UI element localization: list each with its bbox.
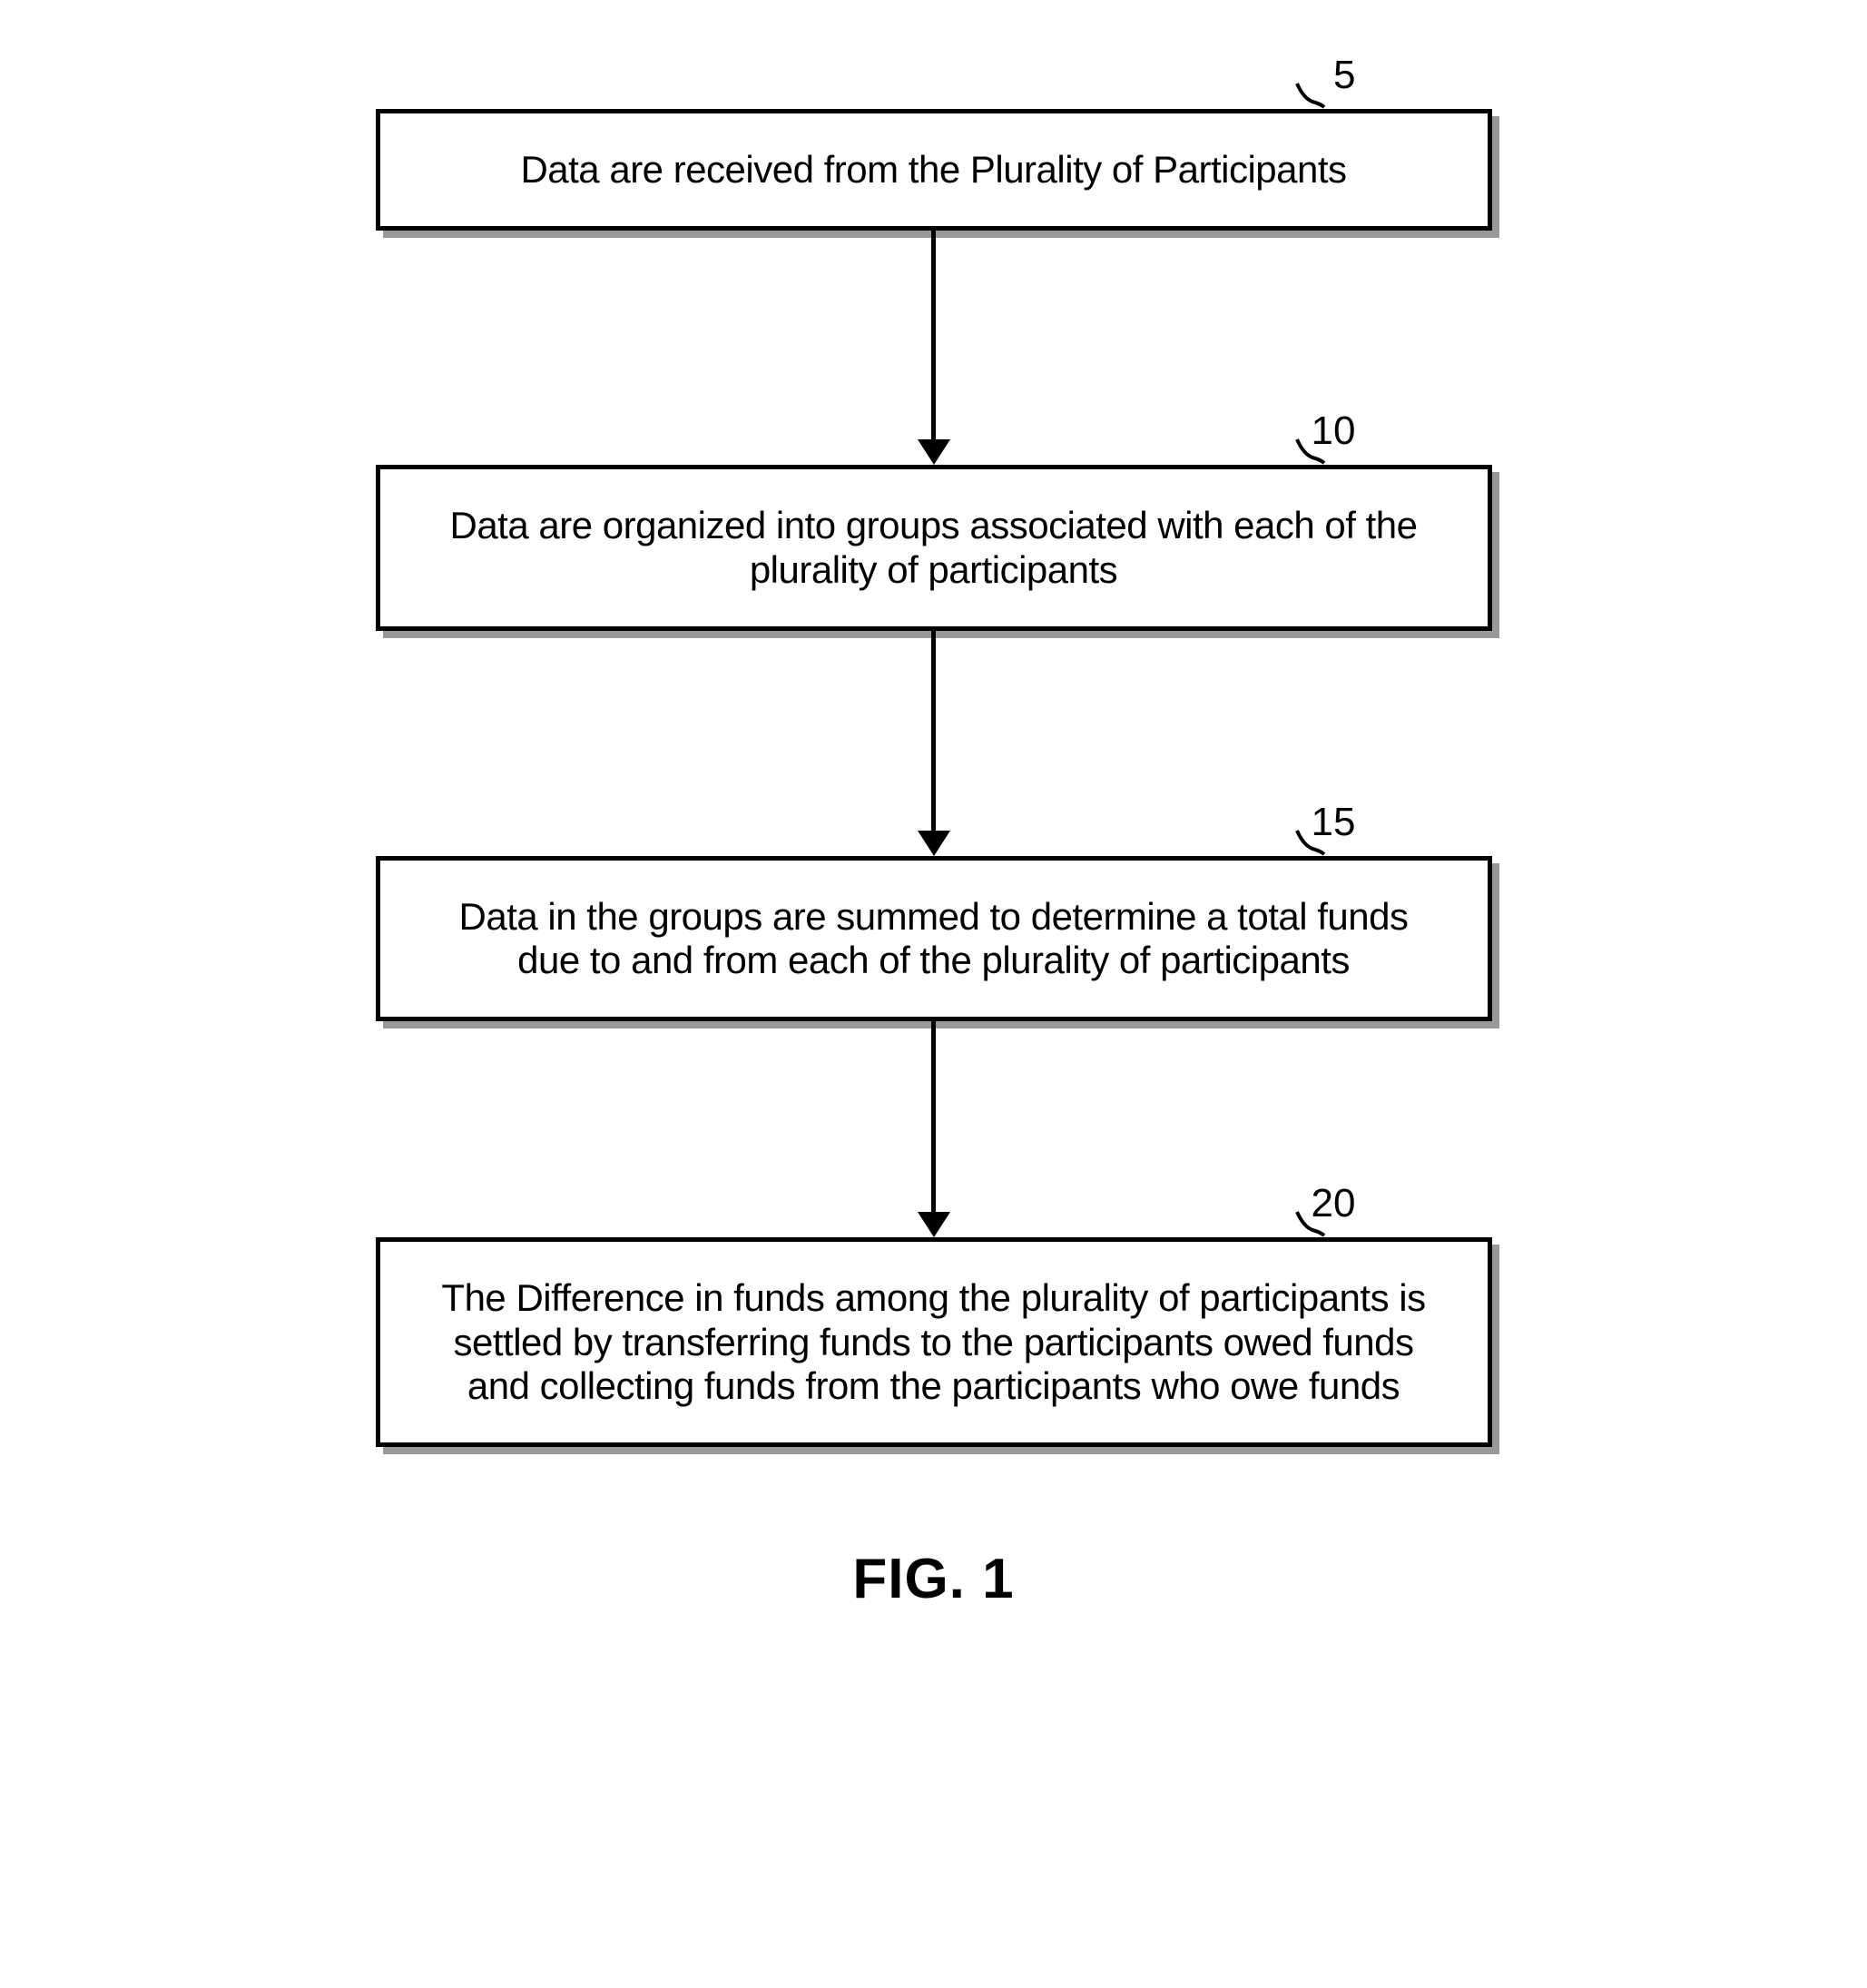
- label-lead-line: [1292, 1210, 1329, 1237]
- label-lead-line: [1292, 829, 1329, 856]
- arrow-line: [931, 631, 936, 831]
- node-label: 5: [1333, 53, 1355, 98]
- arrow-line: [931, 231, 936, 439]
- node-text: Data are received from the Plurality of …: [520, 148, 1346, 191]
- flowchart-node: 10 Data are organized into groups associ…: [376, 465, 1492, 631]
- arrow-line: [931, 1021, 936, 1212]
- flowchart-arrow: [918, 631, 950, 856]
- node-text: Data are organized into groups associate…: [449, 504, 1417, 590]
- label-lead-line: [1292, 438, 1329, 465]
- node-box: Data in the groups are summed to determi…: [376, 856, 1492, 1022]
- flowchart-container: 5 Data are received from the Plurality o…: [299, 109, 1569, 1611]
- node-box: The Difference in funds among the plural…: [376, 1237, 1492, 1447]
- arrow-head-icon: [918, 439, 950, 465]
- node-text: Data in the groups are summed to determi…: [459, 895, 1409, 981]
- node-box: Data are received from the Plurality of …: [376, 109, 1492, 231]
- arrow-head-icon: [918, 831, 950, 856]
- node-box: Data are organized into groups associate…: [376, 465, 1492, 631]
- flowchart-arrow: [918, 1021, 950, 1237]
- flowchart-arrow: [918, 231, 950, 465]
- figure-label: FIG. 1: [852, 1547, 1014, 1611]
- label-lead-line: [1292, 82, 1329, 109]
- arrow-head-icon: [918, 1212, 950, 1237]
- node-text: The Difference in funds among the plural…: [441, 1276, 1425, 1407]
- flowchart-node: 15 Data in the groups are summed to dete…: [376, 856, 1492, 1022]
- flowchart-node: 20 The Difference in funds among the plu…: [376, 1237, 1492, 1447]
- flowchart-node: 5 Data are received from the Plurality o…: [376, 109, 1492, 231]
